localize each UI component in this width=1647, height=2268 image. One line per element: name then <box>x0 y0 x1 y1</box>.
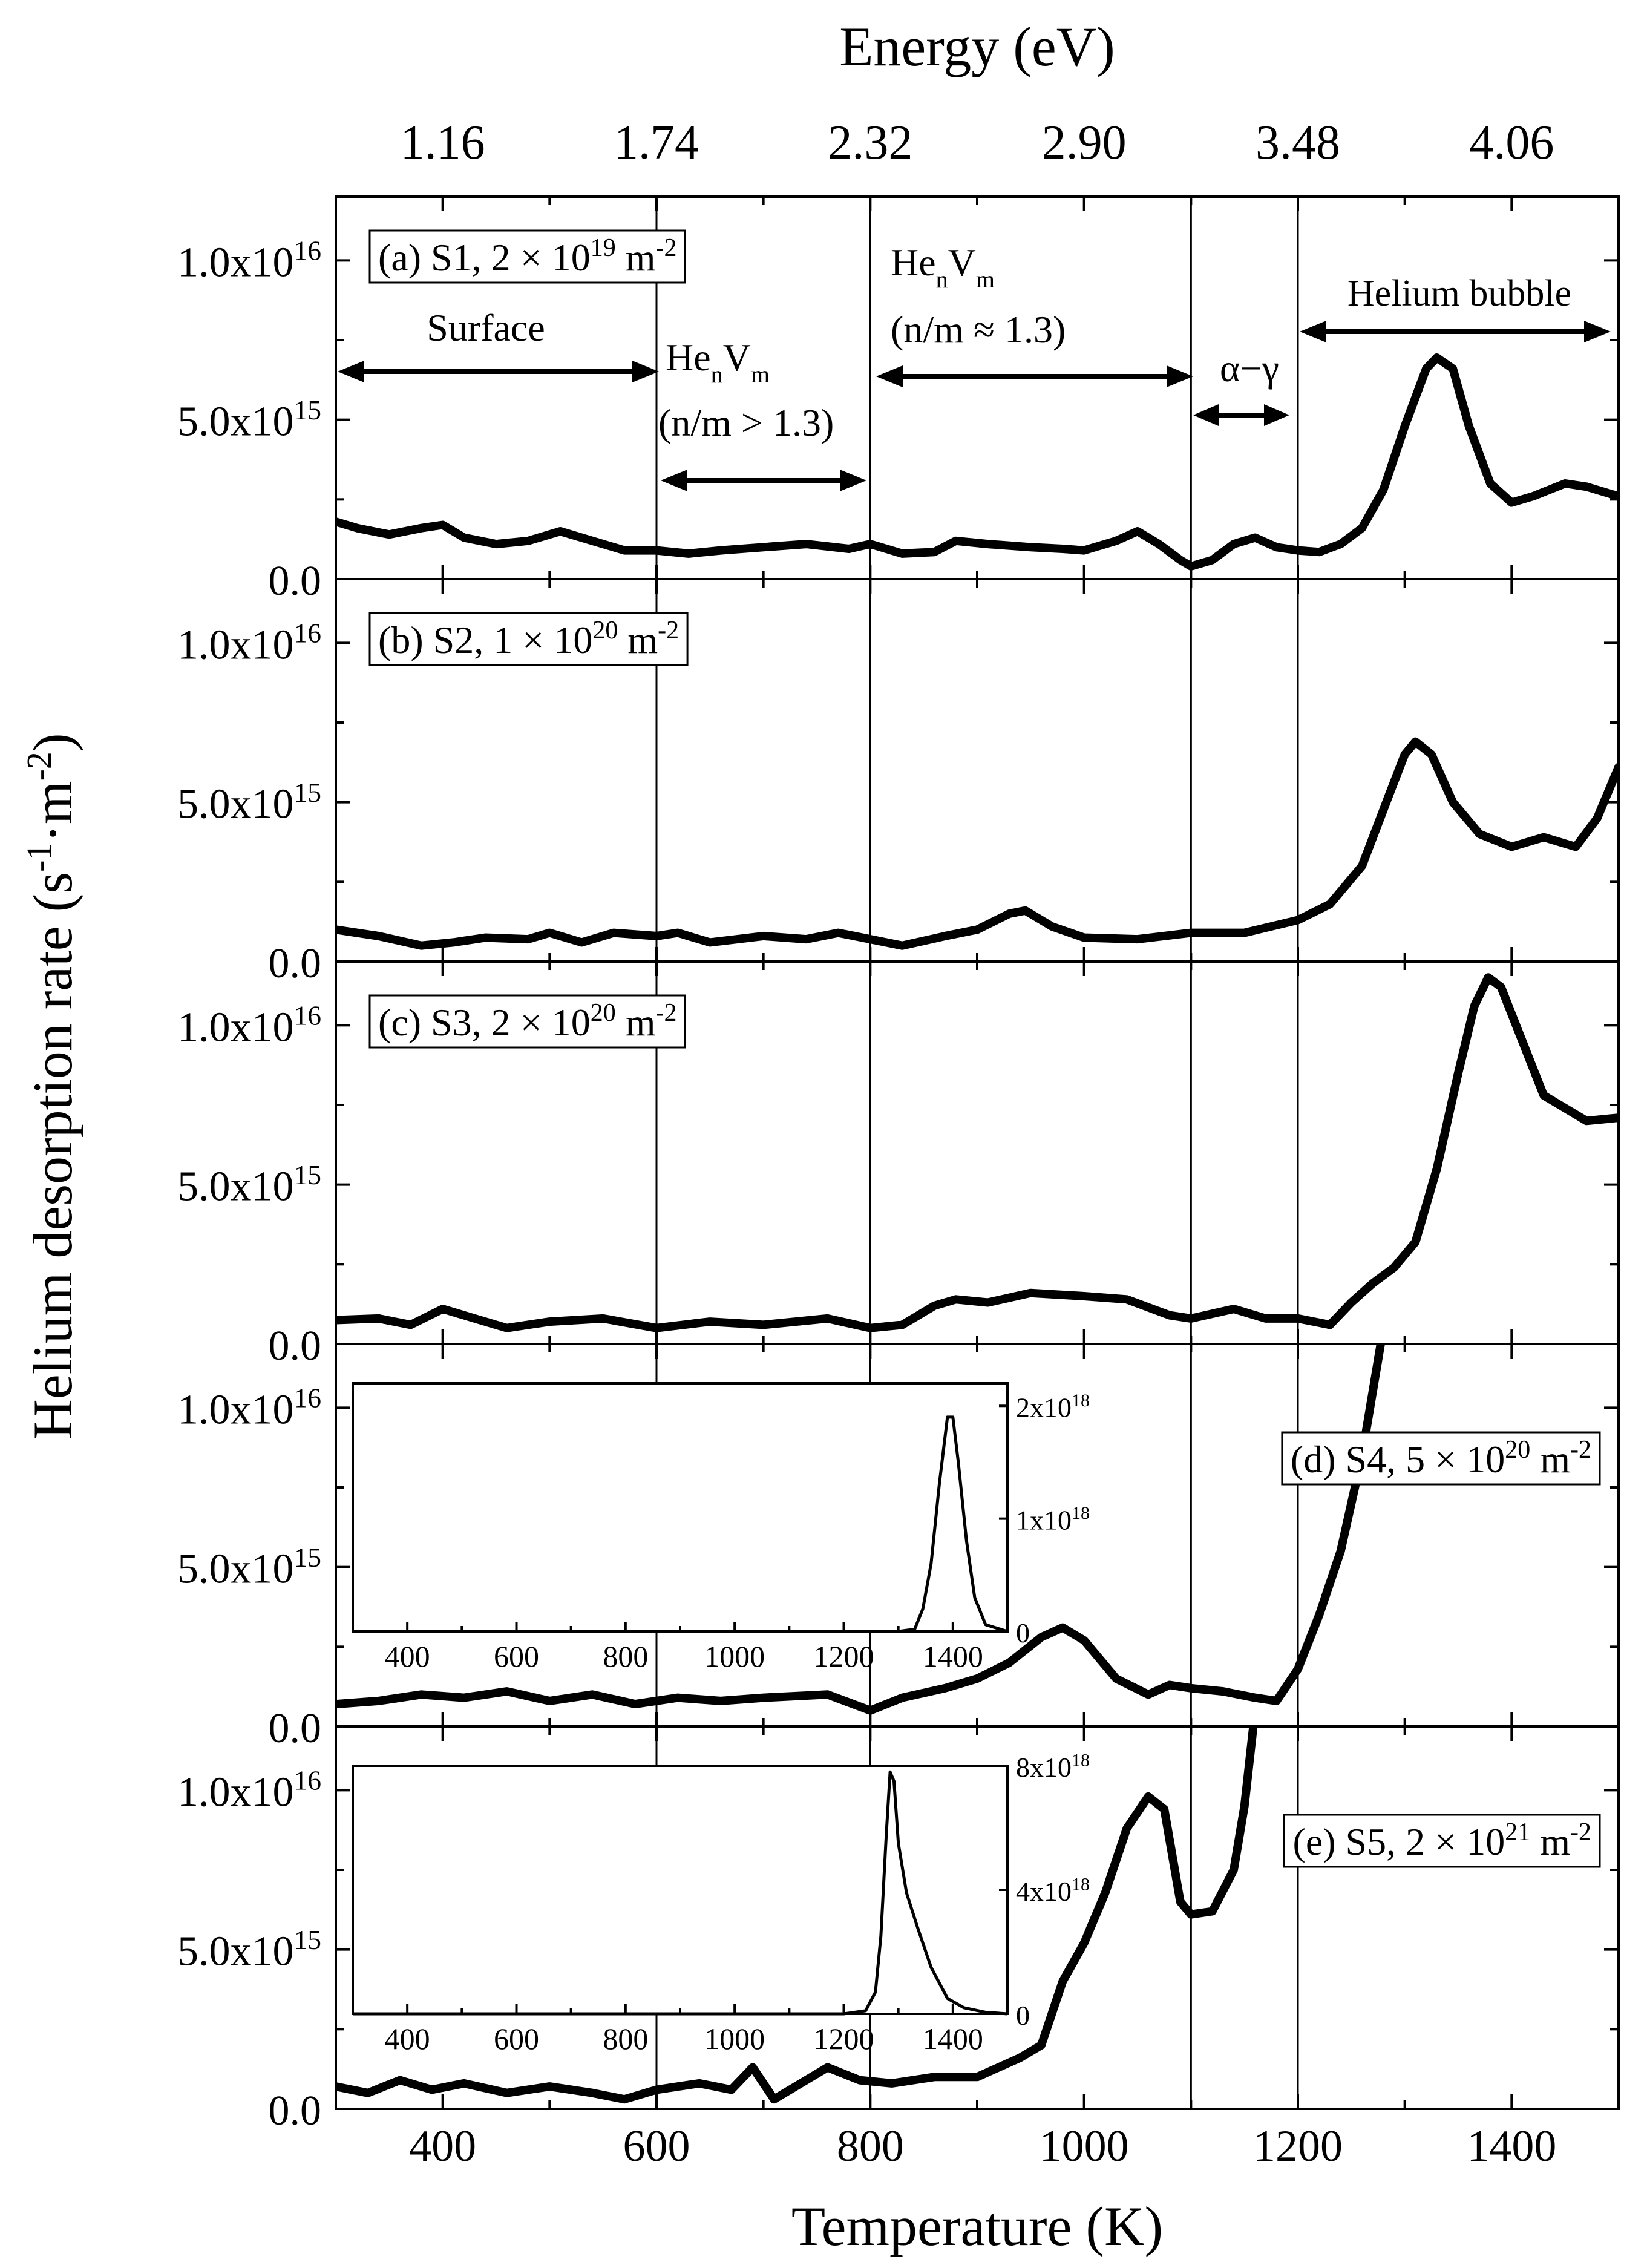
y-tick-label: 1.0x1016 <box>177 618 321 669</box>
panel-2: 0.0 5.0x1015 1.0x1016 (b) S2, 1 × 1020 m-2 <box>177 578 1620 987</box>
henvm-label-1: HenVm <box>666 336 770 388</box>
panel-label: (d) S4, 5 × 1020 m-2 <box>1291 1436 1591 1481</box>
y-tick-label: 0.0 <box>269 1323 322 1369</box>
inset-x-tick-label: 400 <box>385 2022 430 2056</box>
y-tick-label: 0.0 <box>269 1705 322 1752</box>
desorption-curve <box>336 973 1619 1332</box>
inset-y-tick-label: 1x1018 <box>1016 1503 1090 1535</box>
inset-y-tick-label: 8x1018 <box>1016 1751 1090 1783</box>
x-tick-label: 800 <box>837 2122 904 2171</box>
inset-1: 400 600 800 1000 1200 1400 0 1x1018 2x1018 <box>352 1382 1090 1673</box>
y-tick-label: 1.0x1016 <box>177 1000 321 1051</box>
alpha-gamma-label: α−γ <box>1220 347 1279 390</box>
panel-5: 0.0 5.0x1015 1.0x1016 (e) S5, 2 × 1021 m-2 <box>177 1725 1620 2134</box>
inset-y-tick-label: 0 <box>1016 1617 1030 1648</box>
y-tick-label: 5.0x1015 <box>177 1159 321 1210</box>
panel-3: 0.0 5.0x1015 1.0x1016 (c) S3, 2 × 1020 m-2 <box>177 960 1620 1369</box>
inset-x-tick-label: 1200 <box>814 2022 874 2056</box>
inset-x-tick-label: 600 <box>494 1639 539 1673</box>
y-tick-label: 1.0x1016 <box>177 235 321 286</box>
inset-x-tick-label: 1000 <box>704 2022 765 2056</box>
desorption-curve <box>336 1344 1385 1715</box>
y-tick-label: 0.0 <box>269 2088 322 2134</box>
desorption-curve <box>336 1726 1258 2104</box>
y-tick-label: 5.0x1015 <box>177 777 321 828</box>
inset-x-tick-label: 800 <box>603 1639 648 1673</box>
x-tick-label: 600 <box>623 2122 690 2171</box>
inset-2: 400 600 800 1000 1200 1400 0 4x1018 8x1018 <box>352 1751 1090 2056</box>
desorption-curve <box>336 737 1619 950</box>
panel-label: (e) S5, 2 × 1021 m-2 <box>1293 1818 1592 1863</box>
y-tick-label: 5.0x1015 <box>177 1542 321 1593</box>
panel-label: (a) S1, 2 × 1019 m-2 <box>378 234 677 279</box>
inset-x-tick-label: 1000 <box>704 1639 765 1673</box>
y-tick-label: 1.0x1016 <box>177 1765 321 1816</box>
top-tick-label: 2.32 <box>828 116 912 169</box>
ratio-eq-label: (n/m ≈ 1.3) <box>891 308 1066 351</box>
desorption-curve <box>336 353 1619 571</box>
y-tick-label: 0.0 <box>269 558 322 605</box>
x-tick-label: 1000 <box>1040 2122 1129 2171</box>
top-tick-label: 3.48 <box>1256 116 1340 169</box>
top-tick-labels: 1.16 1.74 2.32 2.90 3.48 4.06 <box>401 116 1554 169</box>
y-tick-label: 5.0x1015 <box>177 1924 321 1975</box>
panel-4: 0.0 5.0x1015 1.0x1016 (d) S4, 5 × 1020 m-2 <box>177 1343 1620 1752</box>
y-tick-label: 5.0x1015 <box>177 395 321 445</box>
y-tick-label: 1.0x1016 <box>177 1383 321 1434</box>
helium-bubble-label: Helium bubble <box>1347 273 1571 314</box>
y-tick-label: 0.0 <box>269 940 322 987</box>
inset-x-tick-label: 400 <box>385 1639 430 1673</box>
ratio-gt-label: (n/m > 1.3) <box>658 401 834 444</box>
x-tick-label: 1400 <box>1467 2122 1556 2171</box>
annotations: Surface HenVm (n/m > 1.3) HenVm (n/m ≈ 1… <box>338 241 1611 491</box>
x-tick-label: 1200 <box>1253 2122 1343 2171</box>
inset-curve <box>353 1415 1008 1633</box>
top-axis-label: Energy (eV) <box>839 16 1115 77</box>
inset-x-tick-label: 800 <box>603 2022 648 2056</box>
inset-x-tick-label: 1400 <box>923 1639 983 1673</box>
panel-1: 0.0 5.0x1015 1.0x1016 (a) S1, 2 × 1019 m-2 <box>177 195 1620 605</box>
inset-y-tick-label: 2x1018 <box>1016 1391 1090 1423</box>
panel-label: (c) S3, 2 × 1020 m-2 <box>378 999 677 1044</box>
henvm-label-2: HenVm <box>891 241 995 293</box>
surface-label: Surface <box>427 306 545 349</box>
top-tick-label: 1.16 <box>401 116 485 169</box>
inset-curve <box>353 1770 1008 2016</box>
x-tick-label: 400 <box>409 2122 476 2171</box>
panel-label: (b) S2, 1 × 1020 m-2 <box>378 617 679 661</box>
inset-y-tick-label: 4x1018 <box>1016 1875 1090 1907</box>
x-axis-label: Temperature (K) <box>791 2195 1163 2257</box>
inset-y-tick-label: 0 <box>1016 2000 1030 2031</box>
inset-x-tick-label: 1200 <box>814 1639 874 1673</box>
y-axis-label: Helium desorption rate (s-1·m-2) <box>19 733 83 1439</box>
top-tick-label: 2.90 <box>1042 116 1127 169</box>
inset-x-tick-label: 600 <box>494 2022 539 2056</box>
top-tick-label: 1.74 <box>614 116 699 169</box>
top-tick-label: 4.06 <box>1469 116 1554 169</box>
inset-x-tick-label: 1400 <box>923 2022 983 2056</box>
